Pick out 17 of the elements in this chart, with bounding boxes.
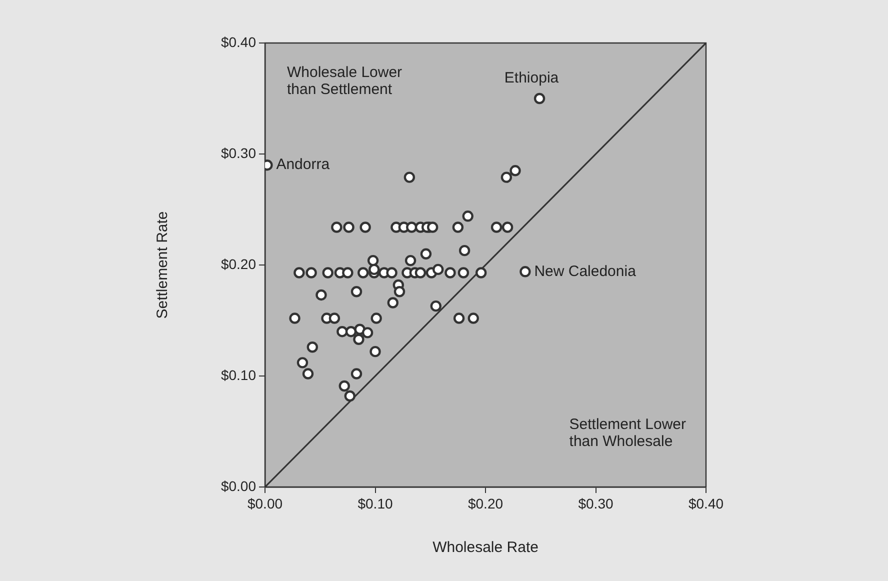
x-tick-label: $0.20 — [468, 495, 504, 512]
x-tick-label: $0.00 — [247, 495, 283, 512]
y-axis-title: Settlement Rate — [154, 211, 172, 319]
y-tick-label: $0.20 — [220, 256, 256, 272]
annotation: Andorra — [276, 156, 330, 174]
annotation: Settlement Lower than Wholesale — [569, 416, 686, 450]
annotation: Ethiopia — [504, 70, 560, 87]
x-tick-label: $0.40 — [688, 495, 724, 512]
x-axis-title: Wholesale Rate — [432, 539, 538, 556]
y-tick-label: $0.00 — [220, 478, 256, 494]
y-tick-label: $0.30 — [220, 144, 256, 161]
x-tick-label: $0.10 — [358, 495, 393, 512]
annotation: New Caledonia — [534, 262, 637, 280]
y-tick-label: $0.10 — [220, 366, 256, 383]
y-tick-label: $0.40 — [220, 34, 256, 50]
annotation: Wholesale Lower than Settlement — [287, 64, 402, 98]
x-tick-label: $0.30 — [578, 495, 614, 512]
